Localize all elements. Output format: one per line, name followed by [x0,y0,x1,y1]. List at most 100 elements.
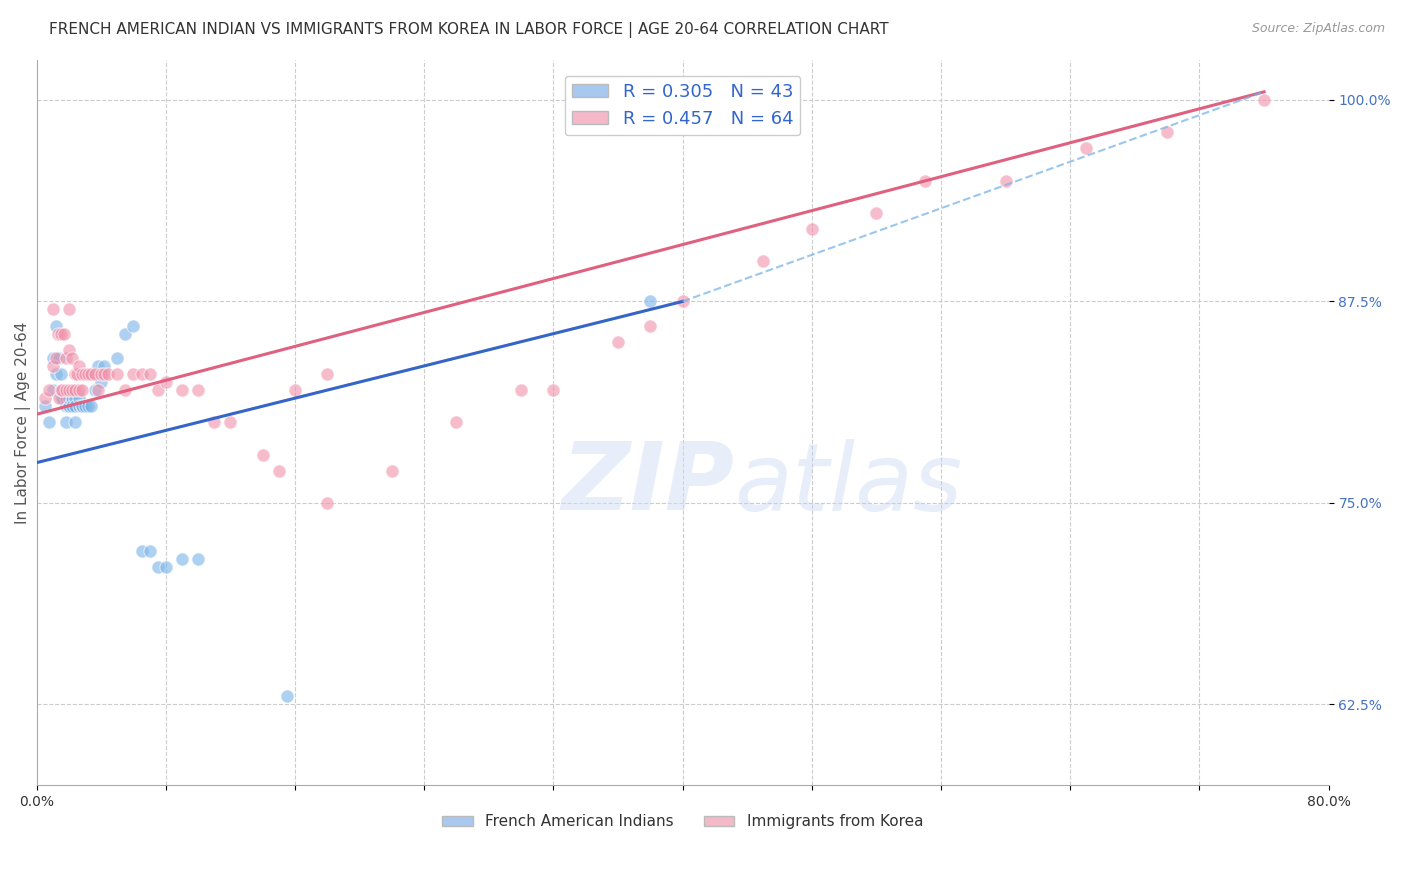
Point [671,294,693,309]
Point [51,391,73,405]
Point [45,367,67,381]
Point [170,552,193,566]
Point [138,367,160,381]
Point [73,399,96,413]
Point [60,399,83,413]
Point [155,560,177,574]
Point [77,399,100,413]
Point [67,391,90,405]
Point [53,326,76,341]
Point [276,690,298,704]
Point [316,367,339,381]
Point [607,334,630,349]
Point [138,544,160,558]
Point [510,383,533,397]
Point [83,383,105,397]
Point [58,399,80,413]
Point [187,383,209,397]
Point [994,173,1017,187]
Point [65,415,87,429]
Point [543,383,565,397]
Point [70,399,93,413]
Point [97,367,120,381]
Point [45,318,67,333]
Point [48,391,70,405]
Point [122,367,145,381]
Point [914,173,936,187]
Point [70,399,93,413]
Point [67,399,90,413]
Point [80,367,103,381]
Point [87,359,110,373]
Point [146,560,169,574]
Point [65,399,87,413]
Point [34,399,56,413]
Point [170,383,193,397]
Point [90,367,112,381]
Point [49,326,72,341]
Point [41,359,63,373]
Point [105,351,128,365]
Point [155,375,177,389]
Point [55,383,77,397]
Point [55,415,77,429]
Point [60,383,83,397]
Point [60,391,83,405]
Text: FRENCH AMERICAN INDIAN VS IMMIGRANTS FROM KOREA IN LABOR FORCE | AGE 20-64 CORRE: FRENCH AMERICAN INDIAN VS IMMIGRANTS FRO… [49,22,889,38]
Point [67,359,90,373]
Point [1076,141,1098,155]
Point [146,383,169,397]
Point [267,464,290,478]
Point [114,326,136,341]
Text: ZIP: ZIP [561,438,734,530]
Point [316,496,339,510]
Point [58,302,80,317]
Point [80,399,103,413]
Point [45,351,67,365]
Point [70,383,93,397]
Point [46,326,69,341]
Point [93,367,115,381]
Point [38,383,60,397]
Point [131,544,153,558]
Point [34,391,56,405]
Point [55,391,77,405]
Point [38,415,60,429]
Text: Source: ZipAtlas.com: Source: ZipAtlas.com [1251,22,1385,36]
Point [58,383,80,397]
Point [49,391,72,405]
Point [65,383,87,397]
Point [41,302,63,317]
Point [48,351,70,365]
Point [219,415,242,429]
Point [65,391,87,405]
Point [41,351,63,365]
Point [752,254,775,268]
Point [90,375,112,389]
Point [105,367,128,381]
Point [66,367,89,381]
Point [1253,93,1275,107]
Point [87,383,110,397]
Point [77,367,100,381]
Point [284,383,307,397]
Point [202,415,225,429]
Legend: French American Indians, Immigrants from Korea: French American Indians, Immigrants from… [436,808,929,836]
Point [70,367,93,381]
Point [640,318,662,333]
Text: atlas: atlas [734,439,963,530]
Point [58,399,80,413]
Point [55,351,77,365]
Point [65,367,87,381]
Point [122,318,145,333]
Point [93,359,115,373]
Point [51,383,73,397]
Point [73,367,96,381]
Point [640,294,662,309]
Point [187,552,209,566]
Point [1156,125,1178,139]
Point [131,367,153,381]
Point [49,367,72,381]
Point [800,222,823,236]
Y-axis label: In Labor Force | Age 20-64: In Labor Force | Age 20-64 [15,321,31,524]
